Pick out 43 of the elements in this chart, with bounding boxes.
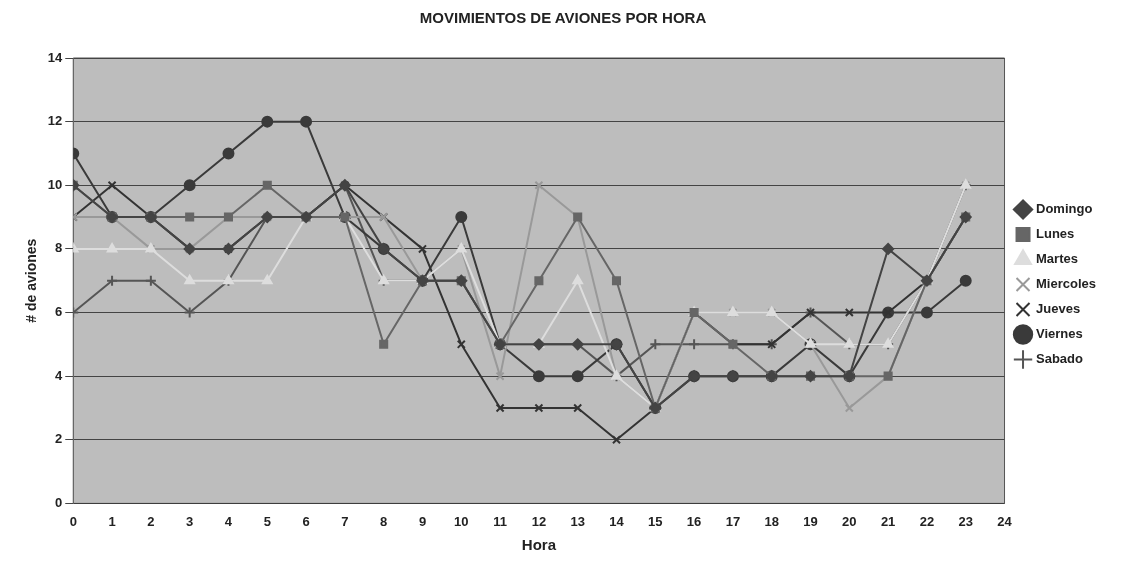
legend-label: Domingo	[1036, 201, 1093, 217]
x-tick-label: 19	[803, 513, 818, 529]
y-tick-label: 4	[55, 367, 64, 383]
legend-label: Viernes	[1036, 326, 1083, 342]
legend-label: Jueves	[1036, 301, 1081, 317]
legend-label: Lunes	[1036, 226, 1075, 242]
x-tick-label: 10	[454, 513, 469, 529]
x-tick-label: 22	[919, 513, 935, 529]
x-tick-label: 13	[570, 513, 585, 529]
y-tick-label: 2	[55, 431, 63, 447]
x-tick-label: 15	[648, 513, 663, 529]
x-tick-label: 18	[764, 513, 779, 529]
y-tick-label: 0	[55, 494, 63, 510]
x-tick-label: 12	[531, 513, 547, 529]
x-tick-label: 14	[609, 513, 625, 529]
x-tick-label: 0	[69, 513, 77, 529]
x-tick-label: 3	[186, 513, 194, 529]
x-tick-label: 17	[725, 513, 741, 529]
y-tick-label: 6	[55, 304, 63, 320]
legend-label: Sabado	[1036, 351, 1084, 367]
y-tick-label: 8	[55, 240, 63, 256]
x-tick-label: 1	[108, 513, 116, 529]
x-tick-label: 2	[147, 513, 155, 529]
x-axis-title: Hora	[521, 536, 557, 554]
x-tick-label: 20	[842, 513, 857, 529]
x-tick-label: 6	[302, 513, 310, 529]
x-tick-label: 9	[418, 513, 427, 529]
x-tick-label: 7	[341, 513, 349, 529]
x-tick-label: 23	[958, 513, 973, 529]
x-tick-label: 5	[263, 513, 271, 529]
y-tick-label: 10	[47, 176, 63, 192]
legend-label: Martes	[1036, 251, 1078, 267]
chart-title: MOVIMIENTOS DE AVIONES POR HORA	[419, 9, 707, 27]
x-tick-label: 8	[380, 513, 388, 529]
y-tick-label: 14	[47, 49, 64, 65]
x-tick-label: 21	[880, 513, 896, 529]
x-tick-label: 24	[997, 513, 1013, 529]
x-tick-label: 11	[493, 513, 507, 529]
legend-label: Miercoles	[1036, 276, 1097, 292]
y-axis-title: # de aviones	[23, 238, 40, 323]
x-tick-label: 16	[686, 513, 702, 529]
x-tick-label: 4	[224, 513, 233, 529]
y-tick-label: 12	[47, 113, 63, 129]
